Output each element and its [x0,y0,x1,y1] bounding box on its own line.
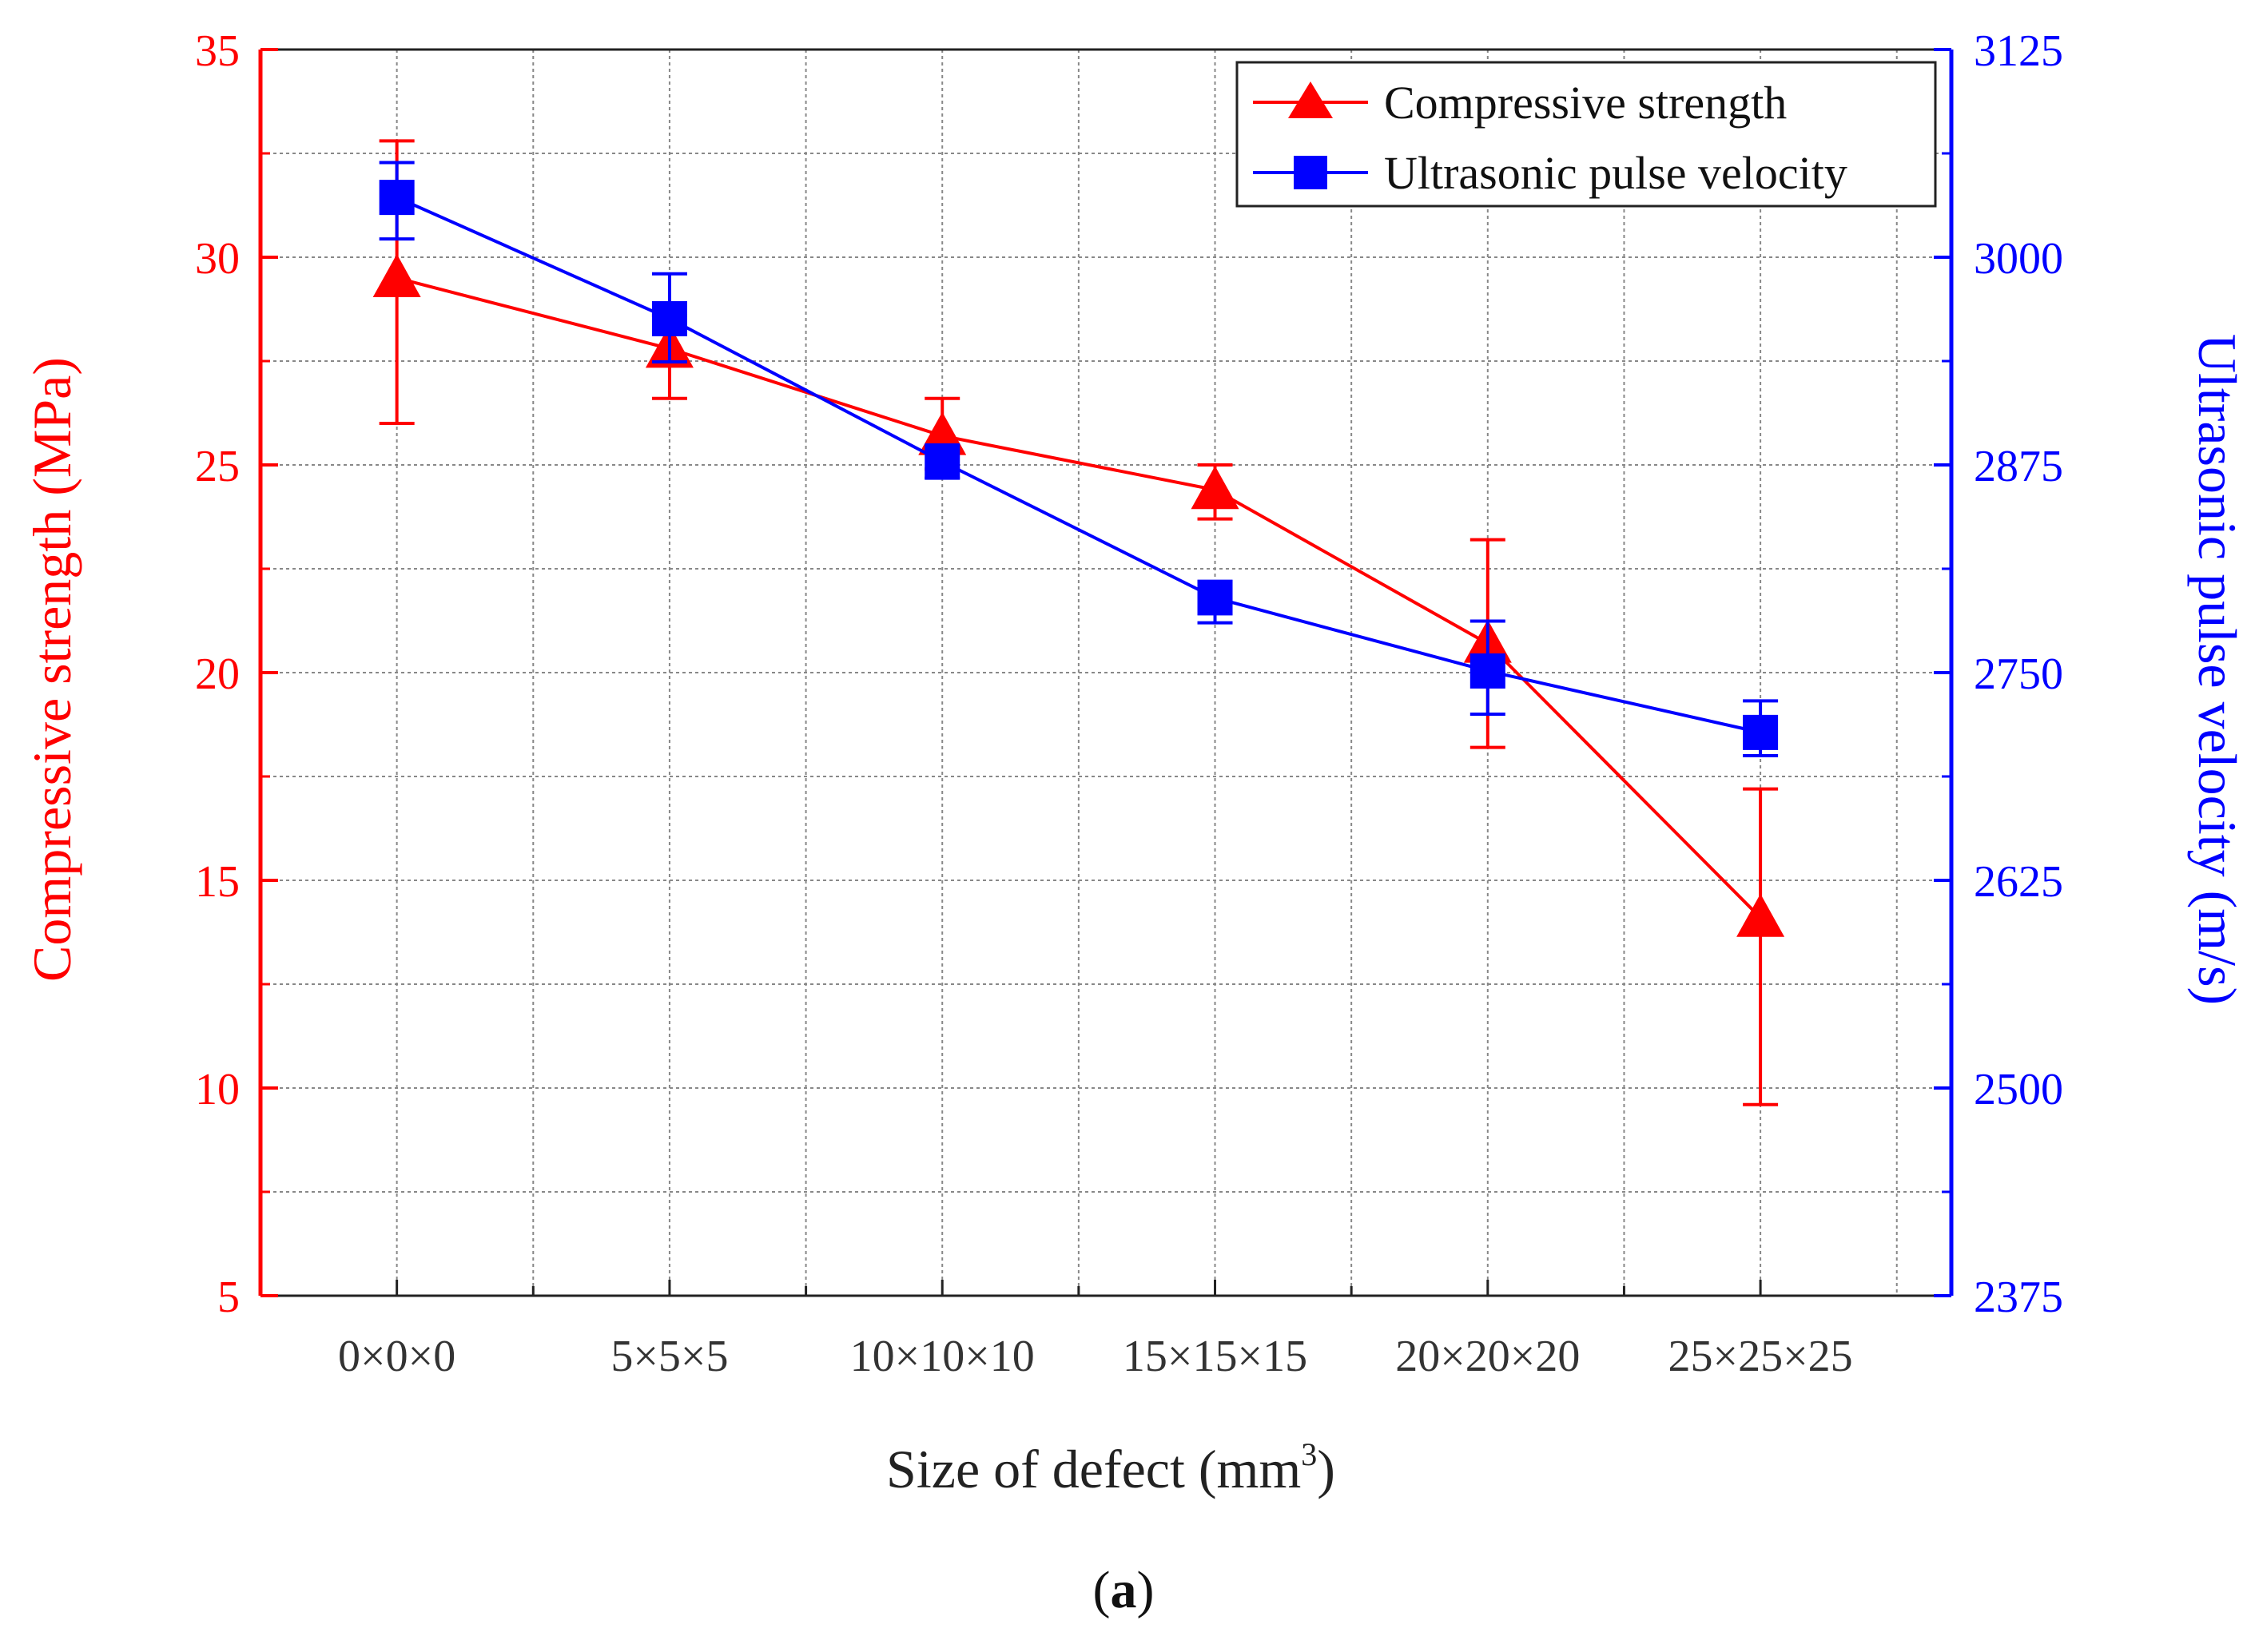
y-right-tick-label: 2625 [1974,857,2063,907]
series-line-compressive-strength [396,276,1762,919]
data-point-compressive-strength [1191,466,1239,510]
legend-label-cs: Compressive strength [1384,77,1787,129]
data-point-ultrasonic-pulse-velocity [1197,580,1233,616]
x-tick-label: 10×10×10 [850,1332,1035,1381]
y-right-tick-label: 2375 [1974,1273,2063,1322]
x-tick-label: 20×20×20 [1395,1332,1580,1381]
data-point-ultrasonic-pulse-velocity [1743,714,1779,750]
y-left-tick-label: 15 [195,857,240,907]
y-right-tick-label: 3125 [1974,26,2063,76]
y-right-tick-label: 2500 [1974,1065,2063,1114]
x-tick-label: 5×5×5 [610,1332,728,1381]
y-left-tick-label: 20 [195,649,240,699]
y-left-tick-label: 35 [195,26,240,76]
x-axis-label-main: Size of defect (mm [886,1439,1301,1499]
x-axis-label: Size of defect (mm3) [886,1436,1335,1499]
x-axis-label-sup: 3 [1301,1436,1317,1472]
axes: 5 10 15 20 25 30 35 2375 2500 2625 2750 2875 3000 312… [195,26,2063,1381]
legend-marker-square [1294,156,1327,189]
y-left-tick-label: 10 [195,1065,240,1114]
y-left-tick-label: 25 [195,442,240,491]
y-right-tick-label: 2750 [1974,649,2063,699]
data-point-compressive-strength [372,254,421,297]
caption-open: ( [1093,1561,1111,1619]
y-right-tick-label: 3000 [1974,234,2063,284]
data-point-compressive-strength [1736,893,1785,937]
legend: Compressive strength Ultrasonic pulse ve… [1235,61,1937,208]
series-line-ultrasonic-pulse-velocity [396,196,1761,734]
x-tick-label: 15×15×15 [1123,1332,1307,1381]
figure-caption: (a) [1093,1561,1155,1619]
x-tick-label: 0×0×0 [338,1332,455,1381]
data-point-ultrasonic-pulse-velocity [925,443,960,479]
series-layer [372,139,1785,1106]
legend-box [1235,61,1937,208]
y-left-label: Compressive strength (MPa) [22,357,82,982]
legend-marker-triangle [1288,81,1333,118]
caption-close: ) [1137,1561,1155,1619]
x-tick-label: 25×25×25 [1668,1332,1853,1381]
legend-label-upv: Ultrasonic pulse velocity [1384,147,1847,199]
data-point-ultrasonic-pulse-velocity [1469,653,1505,689]
y-left-tick-label: 30 [195,234,240,284]
data-point-ultrasonic-pulse-velocity [379,180,415,216]
y-right-tick-label: 2875 [1974,442,2063,491]
y-left-tick-label: 5 [217,1273,240,1322]
caption-letter: a [1111,1561,1137,1619]
data-point-ultrasonic-pulse-velocity [651,300,687,336]
x-axis-label-close: ) [1317,1439,1335,1499]
y-right-label: Ultrasonic pulse velocity (m/s) [2187,334,2247,1005]
